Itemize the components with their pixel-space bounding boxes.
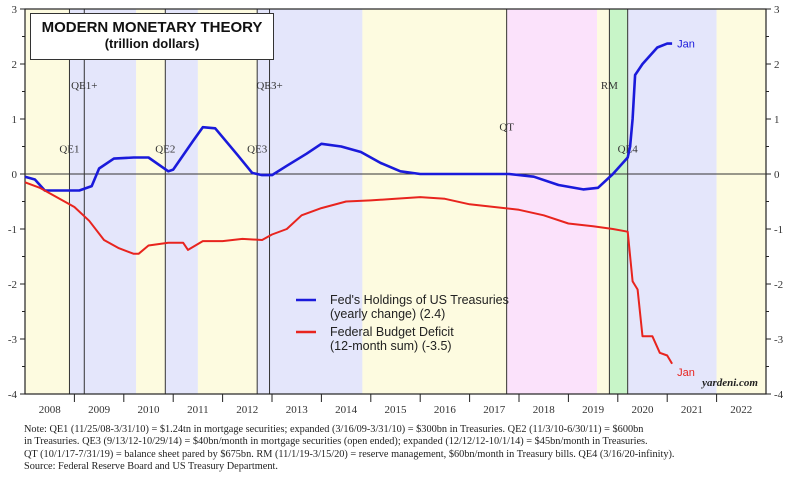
chart-subtitle: (trillion dollars)	[104, 36, 200, 51]
x-tick-label: 2014	[335, 404, 358, 416]
x-tick-label: 2015	[385, 404, 408, 416]
y-tick-label-right: 1	[774, 114, 780, 126]
event-label: QE1	[59, 143, 79, 155]
legend-sublabel: (yearly change) (2.4)	[330, 307, 445, 321]
end-label: Jan	[677, 367, 695, 379]
y-tick-label-right: -3	[774, 334, 784, 346]
y-tick-label-left: 0	[12, 169, 18, 181]
y-tick-label-left: 1	[12, 114, 18, 126]
x-tick-label: 2011	[187, 404, 209, 416]
shaded-band	[362, 9, 507, 394]
x-tick-label: 2020	[632, 404, 655, 416]
shaded-band	[597, 9, 610, 394]
end-label: Jan	[677, 39, 695, 51]
event-label: QE3+	[256, 80, 282, 92]
note-line: Note: QE1 (11/25/08-3/31/10) = $1.24tn i…	[24, 424, 644, 435]
shaded-band	[197, 9, 258, 394]
x-tick-label: 2022	[730, 404, 752, 416]
shaded-band	[136, 9, 166, 394]
x-tick-label: 2012	[236, 404, 258, 416]
legend-sublabel: (12-month sum) (-3.5)	[330, 339, 452, 353]
y-tick-label-left: -4	[8, 389, 18, 401]
event-label: QE2	[155, 143, 175, 155]
series-line-fed-holdings	[24, 42, 673, 192]
x-tick-label: 2017	[483, 404, 506, 416]
source-line: Source: Federal Reserve Board and US Tre…	[24, 461, 278, 473]
legend-label: Federal Budget Deficit	[330, 325, 454, 339]
series-lines: Jan Jan	[24, 39, 695, 379]
x-tick-label: 2021	[681, 404, 703, 416]
shaded-band	[609, 9, 628, 394]
note-line: QT (10/1/17-7/31/19) = balance sheet par…	[24, 448, 675, 460]
legend-label: Fed's Holdings of US Treasuries	[330, 293, 509, 307]
y-tick-label-right: 2	[774, 59, 780, 71]
footnote: Note: QE1 (11/25/08-3/31/10) = $1.24tn i…	[24, 424, 675, 474]
x-tick-label: 2016	[434, 404, 457, 416]
event-label: QE1+	[71, 80, 97, 92]
event-label: QE4	[618, 143, 639, 155]
shaded-band	[716, 9, 766, 394]
axes: -4 -4 -3 -3 -2 -2 -1 -1 0 0 1 1 2 2 3 3 2008 2009 2010 2011…	[8, 4, 784, 416]
event-lines: QE1 QE1+ QE2 QE3 QE3+ QT RM QE4	[59, 9, 639, 394]
shaded-band	[506, 9, 598, 394]
chart-title-box: MODERN MONETARY THEORY (trillion dollars…	[30, 13, 274, 60]
event-label: RM	[601, 80, 618, 92]
note-line: in Treasuries. QE3 (9/13/12-10/29/14) = …	[24, 436, 648, 448]
x-tick-label: 2018	[533, 404, 556, 416]
legend: Fed's Holdings of US Treasuries(yearly c…	[296, 293, 509, 353]
y-tick-label-right: 3	[774, 4, 780, 16]
y-tick-label-right: -2	[774, 279, 783, 291]
y-tick-label-right: -4	[774, 389, 784, 401]
y-tick-label-left: 2	[12, 59, 18, 71]
watermark: yardeni.com	[700, 377, 758, 389]
y-tick-label-right: 0	[774, 169, 780, 181]
shaded-band	[165, 9, 198, 394]
series-line-budget-deficit	[24, 181, 673, 365]
y-tick-label-left: -1	[8, 224, 17, 236]
x-tick-label: 2009	[88, 404, 111, 416]
x-tick-label: 2019	[582, 404, 605, 416]
shaded-band	[25, 9, 70, 394]
x-tick-label: 2008	[39, 404, 62, 416]
x-tick-label: 2013	[286, 404, 309, 416]
event-label: QE3	[247, 143, 268, 155]
y-tick-label-left: -2	[8, 279, 17, 291]
event-label: QT	[499, 121, 514, 133]
y-tick-label-left: 3	[12, 4, 18, 16]
chart-title: MODERN MONETARY THEORY	[41, 19, 263, 36]
y-tick-label-right: -1	[774, 224, 783, 236]
shaded-band	[69, 9, 137, 394]
x-tick-label: 2010	[138, 404, 161, 416]
y-tick-label-left: -3	[8, 334, 18, 346]
